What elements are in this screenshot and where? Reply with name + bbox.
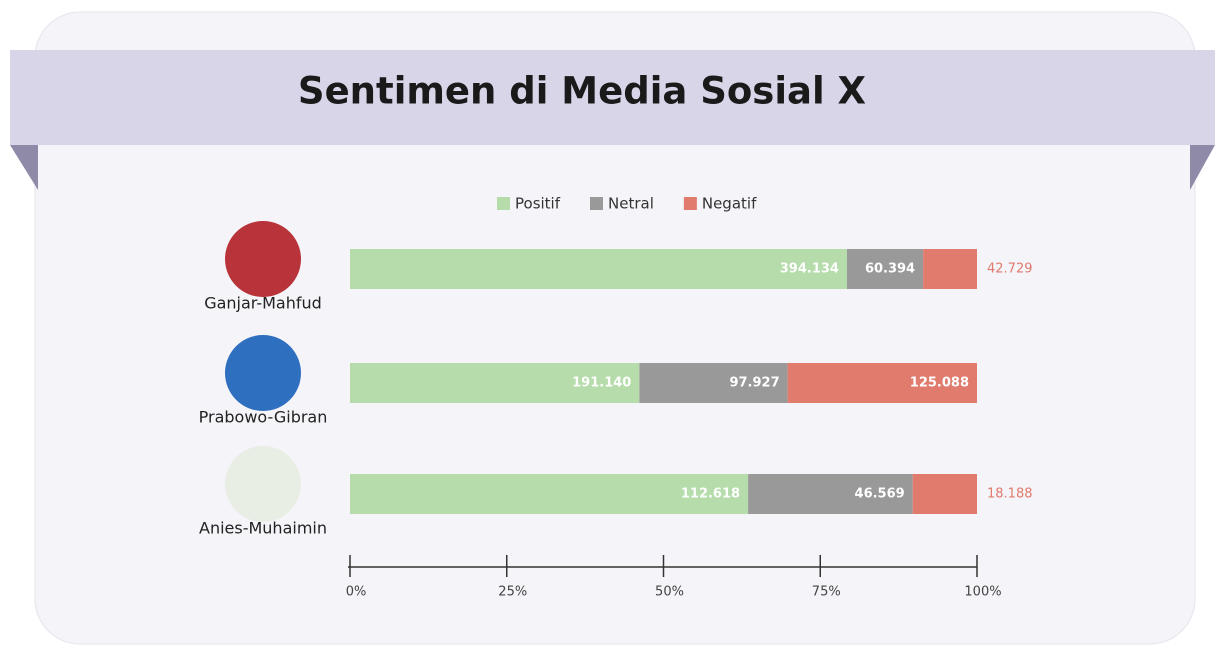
data-label: 191.140 xyxy=(572,376,631,391)
bar-segment xyxy=(923,249,977,289)
data-label: 97.927 xyxy=(729,376,779,391)
bar-segment xyxy=(787,363,977,403)
legend-label: Positif xyxy=(515,195,561,213)
avatar xyxy=(225,221,301,297)
avatar xyxy=(225,446,301,522)
bar-segment xyxy=(639,363,788,403)
data-label: 18.188 xyxy=(987,487,1033,502)
legend-swatch xyxy=(590,197,603,210)
x-tick-label: 100% xyxy=(964,585,1001,600)
data-label: 394.134 xyxy=(780,262,839,277)
bar-segment xyxy=(350,249,847,289)
bar-segment xyxy=(350,363,640,403)
bar-segment xyxy=(350,474,749,514)
bar-segment xyxy=(748,474,913,514)
legend-label: Negatif xyxy=(702,195,757,213)
data-label: 112.618 xyxy=(681,487,740,502)
fold-right xyxy=(1190,145,1215,190)
category-label: Ganjar-Mahfud xyxy=(204,294,322,313)
legend-swatch xyxy=(497,197,510,210)
legend-label: Netral xyxy=(608,195,654,213)
avatar xyxy=(225,335,301,411)
x-tick-label: 75% xyxy=(812,585,841,600)
data-label: 42.729 xyxy=(987,262,1033,277)
data-label: 60.394 xyxy=(865,262,915,277)
header-band xyxy=(10,50,1215,145)
data-label: 125.088 xyxy=(910,376,969,391)
x-tick-label: 25% xyxy=(498,585,527,600)
category-label: Anies-Muhaimin xyxy=(199,519,327,538)
category-label: Prabowo-Gibran xyxy=(199,408,328,427)
chart-title: Sentimen di Media Sosial X xyxy=(298,70,866,113)
x-tick-label: 50% xyxy=(655,585,684,600)
bar-segment xyxy=(846,249,924,289)
data-label: 46.569 xyxy=(855,487,905,502)
x-tick-label: 0% xyxy=(346,585,367,600)
bar-segment xyxy=(912,474,977,514)
legend-swatch xyxy=(683,197,697,210)
fold-left xyxy=(10,145,38,190)
